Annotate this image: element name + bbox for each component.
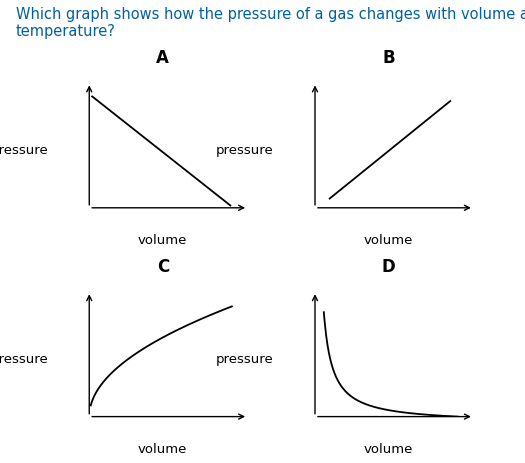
Text: volume: volume <box>138 442 187 455</box>
Text: Which graph shows how the pressure of a gas changes with volume at constant
temp: Which graph shows how the pressure of a … <box>16 7 525 39</box>
Text: pressure: pressure <box>216 352 274 365</box>
Text: pressure: pressure <box>0 144 48 157</box>
Text: volume: volume <box>364 442 413 455</box>
Text: pressure: pressure <box>0 352 48 365</box>
Text: volume: volume <box>364 234 413 247</box>
Text: volume: volume <box>138 234 187 247</box>
Text: D: D <box>382 257 395 275</box>
Text: A: A <box>156 49 169 67</box>
Text: C: C <box>156 257 169 275</box>
Text: B: B <box>382 49 395 67</box>
Text: pressure: pressure <box>216 144 274 157</box>
